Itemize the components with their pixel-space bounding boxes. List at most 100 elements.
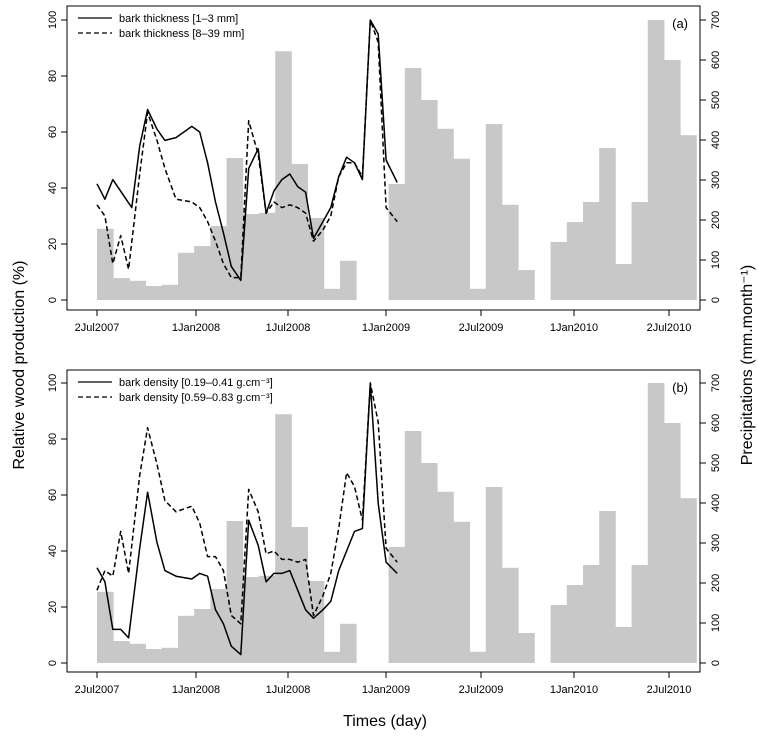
precipitation-bar xyxy=(97,228,114,300)
plot-frame xyxy=(66,369,701,673)
precipitation-bar xyxy=(259,575,276,663)
precipitation-bar xyxy=(518,633,535,663)
series-line-solid xyxy=(96,19,398,282)
precipitation-bar xyxy=(242,214,260,300)
precipitation-bar xyxy=(291,164,308,300)
precipitation-bar xyxy=(550,605,568,663)
precipitation-bar xyxy=(97,591,114,663)
left-tick-label: 40 xyxy=(47,545,59,557)
precipitation-bar xyxy=(502,204,519,300)
precipitation-bar xyxy=(145,286,163,300)
precipitation-bar xyxy=(680,498,697,663)
x-tick-label: 2Jul2009 xyxy=(459,322,504,334)
precipitation-bar xyxy=(178,615,195,663)
precipitation-bar xyxy=(275,51,292,301)
precipitation-bar xyxy=(647,20,665,300)
legend-label: bark thickness [1–3 mm] xyxy=(119,13,238,25)
right-tick-label: 600 xyxy=(710,414,722,432)
precipitation-bar xyxy=(664,60,681,300)
panel-b: 0 20 40 60 80 100 0 100 200 300 400 500 600 700 2Jul20… xyxy=(47,369,722,696)
left-axis-label: Relative wood production (%) xyxy=(11,261,28,470)
legend-label: bark density [0.59–0.83 g.cm⁻³] xyxy=(119,392,273,404)
precipitation-bar xyxy=(404,68,422,300)
x-tick-label: 2Jul2007 xyxy=(75,322,120,334)
precipitation-bar xyxy=(469,288,487,300)
precipitation-bar xyxy=(161,284,179,300)
left-tick-label: 100 xyxy=(47,11,59,29)
precipitation-bar xyxy=(599,148,616,300)
right-tick-label: 500 xyxy=(710,91,722,109)
precipitation-bar xyxy=(404,431,422,663)
x-tick-label: 2Jul2010 xyxy=(647,322,692,334)
precipitation-bars xyxy=(97,383,697,663)
precipitation-bar xyxy=(647,383,665,663)
series-line-dashed xyxy=(96,19,398,279)
left-tick-label: 0 xyxy=(47,297,59,303)
precipitation-bar xyxy=(631,565,649,663)
left-tick-label: 20 xyxy=(47,601,59,613)
left-tick-label: 60 xyxy=(47,126,59,138)
right-tick-label: 700 xyxy=(710,11,722,29)
precipitation-bar xyxy=(242,577,260,663)
precipitation-bar xyxy=(566,585,584,663)
right-tick-label: 300 xyxy=(710,171,722,189)
precipitation-bar xyxy=(323,288,341,300)
precipitation-bar xyxy=(421,100,438,300)
x-axis-label: Times (day) xyxy=(343,713,427,730)
right-tick-label: 100 xyxy=(710,251,722,269)
x-tick-label: 1Jul2008 xyxy=(266,322,311,334)
x-tick-label: 1Jul2008 xyxy=(266,684,311,696)
legend-label: bark density [0.19–0.41 g.cm⁻³] xyxy=(119,377,273,389)
precipitation-bar xyxy=(469,651,487,663)
right-tick-label: 200 xyxy=(710,574,722,592)
x-tick-label: 1Jan2008 xyxy=(172,684,220,696)
plot-frame xyxy=(66,5,701,311)
precipitation-bar xyxy=(566,222,584,300)
left-tick-label: 0 xyxy=(47,660,59,666)
precipitation-bar xyxy=(161,647,179,663)
precipitation-bars xyxy=(97,20,697,301)
precipitation-bar xyxy=(275,414,292,663)
precipitation-bar xyxy=(323,651,341,663)
series-line-dashed xyxy=(96,382,398,625)
precipitation-bar xyxy=(583,202,600,300)
legend-label: bark thickness [8–39 mm] xyxy=(119,28,244,40)
x-tick-label: 1Jan2010 xyxy=(550,684,598,696)
precipitation-bar xyxy=(485,487,503,663)
precipitation-bar xyxy=(129,643,146,663)
right-tick-label: 0 xyxy=(710,660,722,666)
precipitation-bar xyxy=(210,226,227,300)
precipitation-bar xyxy=(178,252,195,300)
precipitation-bar xyxy=(388,184,406,300)
right-tick-label: 100 xyxy=(710,614,722,632)
right-tick-label: 600 xyxy=(710,51,722,69)
precipitation-bar xyxy=(194,246,211,300)
precipitation-bar xyxy=(518,270,535,300)
precipitation-bar xyxy=(485,124,503,300)
precipitation-bar xyxy=(113,278,130,300)
right-tick-label: 200 xyxy=(710,211,722,229)
x-tick-label: 1Jan2009 xyxy=(362,322,410,334)
left-tick-label: 100 xyxy=(47,374,59,392)
panel-a: 0 20 40 60 80 100 0 100 200 300 400 500 600 700 2Jul20… xyxy=(47,5,722,334)
precipitation-bar xyxy=(615,264,632,300)
precipitation-bar xyxy=(599,511,616,663)
precipitation-bar xyxy=(129,280,146,300)
precipitation-bar xyxy=(615,627,632,663)
x-tick-label: 1Jan2009 xyxy=(362,684,410,696)
precipitation-bar xyxy=(583,565,600,663)
x-tick-label: 1Jan2008 xyxy=(172,322,220,334)
precipitation-bar xyxy=(340,260,357,300)
legend: bark density [0.19–0.41 g.cm⁻³] bark dens… xyxy=(78,377,273,404)
precipitation-bar xyxy=(259,212,276,300)
left-tick-label: 20 xyxy=(47,238,59,250)
precipitation-bar xyxy=(550,242,568,300)
left-tick-label: 80 xyxy=(47,433,59,445)
precipitation-bar xyxy=(453,158,470,300)
precipitation-bar xyxy=(664,423,681,663)
left-tick-label: 80 xyxy=(47,70,59,82)
precipitation-bar xyxy=(437,491,454,663)
precipitation-bar xyxy=(421,463,438,663)
left-tick-label: 60 xyxy=(47,489,59,501)
